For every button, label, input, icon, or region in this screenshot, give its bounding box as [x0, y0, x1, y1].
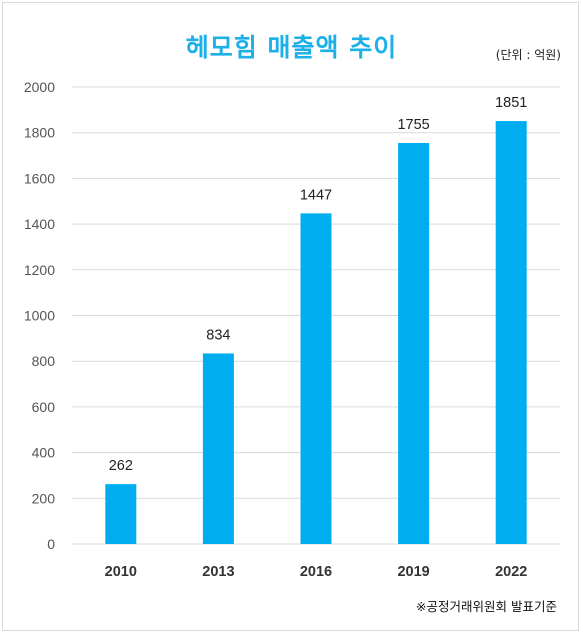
y-tick-label: 800 — [32, 353, 56, 369]
data-label: 262 — [109, 458, 133, 474]
y-tick-label: 400 — [32, 445, 56, 461]
y-tick-label: 200 — [32, 490, 56, 506]
data-label: 1447 — [300, 187, 332, 203]
x-tick-label: 2016 — [300, 564, 332, 580]
x-tick-label: 2022 — [495, 564, 527, 580]
y-tick-label: 1400 — [24, 216, 55, 232]
y-tick-label: 1800 — [24, 125, 55, 141]
source-note: ※공정거래위원회 발표기준 — [416, 599, 557, 614]
unit-note: (단위 : 억원) — [495, 48, 561, 62]
data-label: 1755 — [397, 117, 429, 133]
x-tick-label: 2010 — [105, 564, 137, 580]
y-tick-label: 2000 — [24, 79, 55, 95]
y-tick-label: 1600 — [24, 170, 55, 186]
x-tick-label: 2013 — [202, 564, 234, 580]
y-tick-label: 1000 — [24, 308, 55, 324]
y-tick-label: 1200 — [24, 262, 55, 278]
x-tick-label: 2019 — [397, 564, 429, 580]
bar — [300, 213, 332, 544]
bar — [495, 121, 527, 544]
data-label: 1851 — [495, 95, 527, 111]
y-tick-label: 0 — [47, 536, 55, 552]
y-tick-label: 600 — [32, 399, 56, 415]
bar — [398, 142, 430, 545]
bar — [105, 484, 137, 544]
chart-title: 헤모힘 매출액 추이 — [185, 33, 398, 62]
data-label: 834 — [206, 327, 230, 343]
bar — [202, 353, 234, 544]
